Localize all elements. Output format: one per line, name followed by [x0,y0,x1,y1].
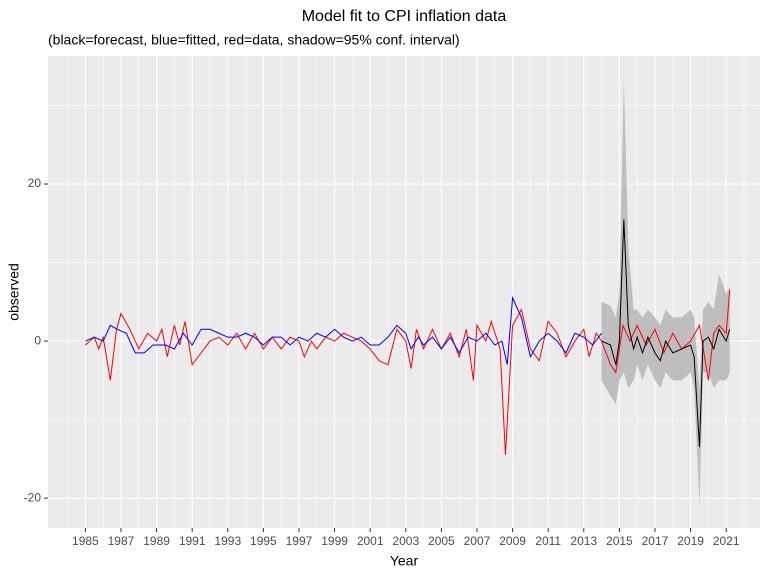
series-line [85,295,602,365]
x-tick-label: 2015 [606,534,633,548]
x-tick-label: 2013 [570,534,597,548]
x-tick-label: 2017 [642,534,669,548]
x-tick-label: 2021 [713,534,740,548]
x-tick-label: 2005 [428,534,455,548]
y-axis-label: observed [6,263,22,321]
series-line [601,219,731,448]
x-tick-label: 1987 [108,534,135,548]
panel [48,56,760,528]
y-tick-label: -20 [24,490,42,504]
x-tick-label: 2019 [677,534,704,548]
chart-subtitle: (black=forecast, blue=fitted, red=data, … [48,32,460,48]
chart-title: Model fit to CPI inflation data [302,8,507,25]
x-tick-label: 1995 [250,534,277,548]
series-line [85,289,731,455]
x-tick-label: 1985 [72,534,99,548]
x-tick-label: 2003 [392,534,419,548]
confidence-band [601,77,730,507]
x-tick-label: 1993 [214,534,241,548]
y-tick-label: 20 [28,176,42,190]
y-tick-label: 0 [34,333,41,347]
x-tick-label: 1991 [179,534,206,548]
x-tick-label: 2011 [535,534,561,548]
x-tick-label: 2007 [464,534,491,548]
x-tick-label: 1997 [286,534,313,548]
x-tick-label: 2001 [357,534,384,548]
x-tick-label: 1989 [143,534,170,548]
x-tick-label: 2009 [499,534,526,548]
x-axis-label: Year [390,553,419,569]
x-tick-label: 1999 [321,534,348,548]
